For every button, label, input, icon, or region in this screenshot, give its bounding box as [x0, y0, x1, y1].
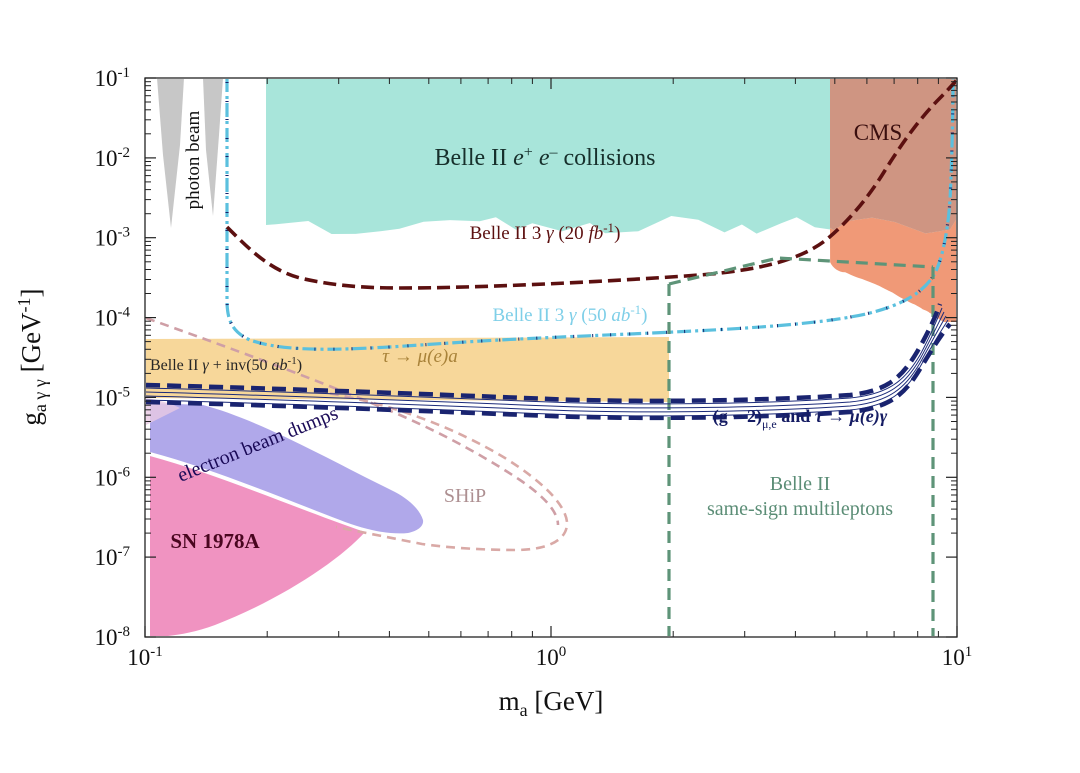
svg-text:Belle II e+ e– collisions: Belle II e+ e– collisions	[435, 144, 656, 171]
svg-text:Belle II: Belle II	[770, 473, 831, 495]
svg-text:SHiP: SHiP	[444, 485, 486, 507]
svg-text:Belle II 3 γ (20 fb-1): Belle II 3 γ (20 fb-1)	[470, 220, 621, 244]
svg-text:Belle II γ + inv(50 ab-1): Belle II γ + inv(50 ab-1)	[150, 355, 302, 374]
svg-text:same-sign multileptons: same-sign multileptons	[707, 498, 893, 520]
svg-text:Belle II 3 γ (50 ab-1): Belle II 3 γ (50 ab-1)	[492, 302, 647, 326]
svg-text:SN 1978A: SN 1978A	[170, 529, 260, 553]
svg-text:ma [GeV]: ma [GeV]	[499, 686, 604, 720]
svg-text:photon beam: photon beam	[183, 110, 204, 209]
svg-text:τ → μ(e)a: τ → μ(e)a	[382, 346, 457, 367]
svg-text:CMS: CMS	[854, 120, 903, 145]
